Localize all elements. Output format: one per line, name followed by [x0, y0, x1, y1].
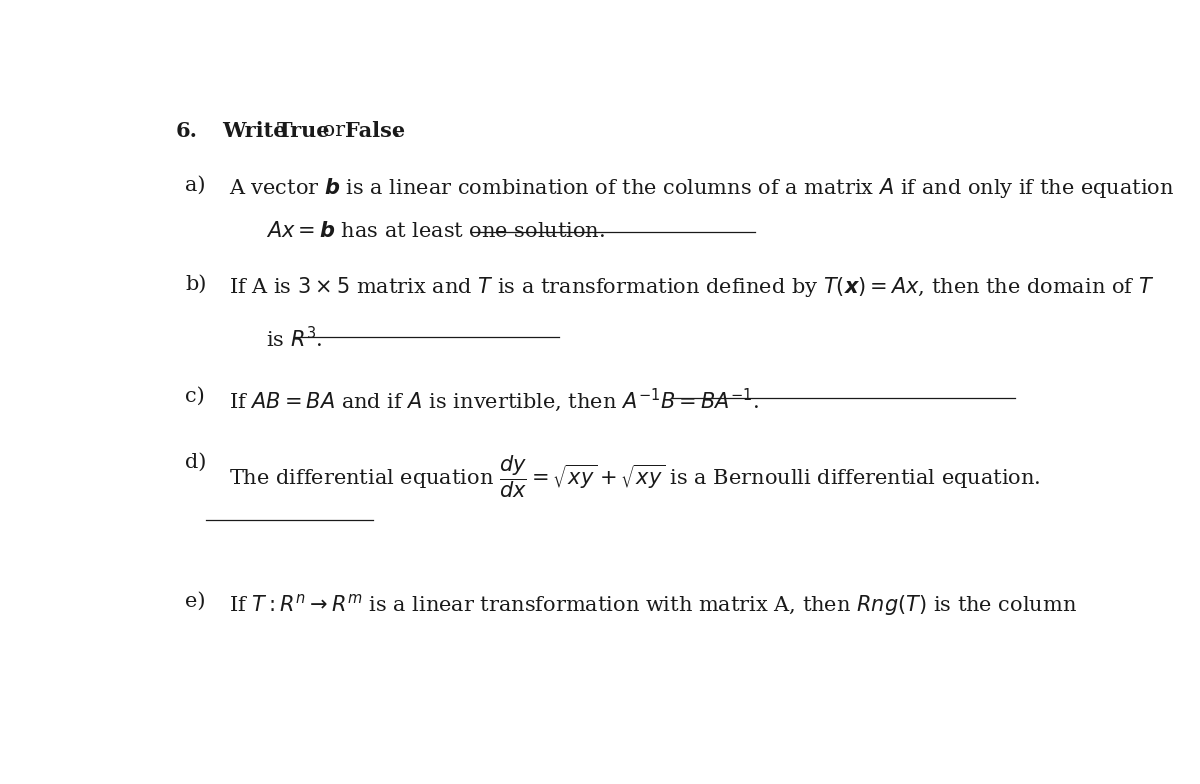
Text: d): d)	[185, 453, 206, 472]
Text: If $T: R^n \rightarrow R^m$ is a linear transformation with matrix A, then $\mat: If $T: R^n \rightarrow R^m$ is a linear …	[229, 592, 1078, 618]
Text: False: False	[346, 122, 406, 141]
Text: 6.: 6.	[176, 122, 198, 141]
Text: b): b)	[185, 275, 206, 294]
Text: c): c)	[185, 387, 205, 406]
Text: A vector $\boldsymbol{b}$ is a linear combination of the columns of a matrix $\m: A vector $\boldsymbol{b}$ is a linear co…	[229, 176, 1175, 200]
Text: $\mathit{Ax} = \boldsymbol{b}$ has at least one solution.: $\mathit{Ax} = \boldsymbol{b}$ has at le…	[266, 221, 605, 241]
Text: .: .	[391, 122, 400, 141]
Text: or: or	[316, 122, 352, 140]
Text: If $\mathit{AB} = \mathit{BA}$ and if $\mathit{A}$ is invertible, then $\mathit{: If $\mathit{AB} = \mathit{BA}$ and if $\…	[229, 387, 760, 414]
Text: Write: Write	[222, 122, 294, 141]
Text: is $R^3$.: is $R^3$.	[266, 326, 323, 352]
Text: a): a)	[185, 176, 206, 194]
Text: True: True	[276, 122, 330, 141]
Text: The differential equation $\dfrac{dy}{dx} = \sqrt{xy}+\sqrt{xy}$ is a Bernoulli : The differential equation $\dfrac{dy}{dx…	[229, 453, 1040, 499]
Text: If A is $3\times5$ matrix and $\mathit{T}$ is a transformation defined by $T(\bo: If A is $3\times5$ matrix and $\mathit{T…	[229, 275, 1154, 299]
Text: e): e)	[185, 592, 206, 611]
